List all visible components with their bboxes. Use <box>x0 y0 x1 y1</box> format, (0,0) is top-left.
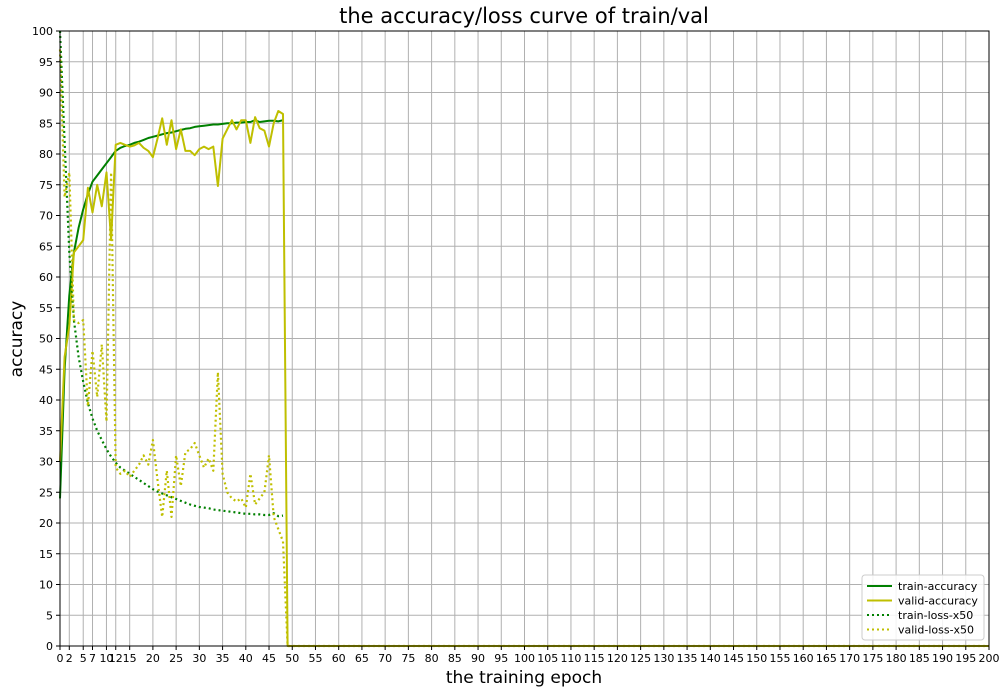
x-tick-label: 105 <box>537 652 558 665</box>
y-tick-label: 100 <box>32 25 53 38</box>
x-tick-label: 50 <box>285 652 299 665</box>
y-tick-label: 15 <box>39 548 53 561</box>
x-axis-label: the training epoch <box>446 668 602 688</box>
y-axis-label: accuracy <box>7 301 27 378</box>
x-tick-label: 150 <box>746 652 767 665</box>
x-tick-label: 90 <box>471 652 485 665</box>
x-tick-label: 95 <box>494 652 508 665</box>
y-tick-label: 90 <box>39 87 53 100</box>
x-tick-label: 175 <box>862 652 883 665</box>
x-tick-label: 70 <box>378 652 392 665</box>
x-tick-label: 10 <box>99 652 113 665</box>
y-tick-label: 75 <box>39 179 53 192</box>
x-tick-label: 160 <box>793 652 814 665</box>
x-tick-label: 100 <box>514 652 535 665</box>
x-tick-label: 195 <box>955 652 976 665</box>
x-tick-label: 55 <box>308 652 322 665</box>
x-tick-label: 180 <box>886 652 907 665</box>
x-tick-label: 135 <box>677 652 698 665</box>
x-tick-label: 145 <box>723 652 744 665</box>
y-tick-label: 0 <box>46 640 53 653</box>
series-line-valid-accuracy <box>59 110 989 647</box>
legend-label-valid-accuracy: valid-accuracy <box>898 595 978 608</box>
chart-title: the accuracy/loss curve of train/val <box>339 4 709 28</box>
y-tick-label: 70 <box>39 210 53 223</box>
y-tick-label: 55 <box>39 302 53 315</box>
x-tick-label: 12 <box>109 652 123 665</box>
x-tick-label: 30 <box>192 652 206 665</box>
x-tick-label: 120 <box>607 652 628 665</box>
y-tick-label: 5 <box>46 609 53 622</box>
y-tick-label: 30 <box>39 456 53 469</box>
x-tick-label: 80 <box>425 652 439 665</box>
x-tick-label: 200 <box>979 652 1000 665</box>
axes <box>56 30 990 650</box>
x-tick-label: 75 <box>401 652 415 665</box>
y-tick-label: 60 <box>39 271 53 284</box>
x-tick-label: 35 <box>216 652 230 665</box>
y-tick-label: 85 <box>39 117 53 130</box>
legend: train-accuracy valid-accuracytrain-loss-x… <box>861 574 985 641</box>
x-tick-label: 125 <box>630 652 651 665</box>
x-tick-label: 190 <box>932 652 953 665</box>
y-tick-label: 10 <box>39 579 53 592</box>
y-tick-label: 80 <box>39 148 53 161</box>
y-tick-label: 25 <box>39 486 53 499</box>
x-tick-label: 20 <box>146 652 160 665</box>
series-line-valid-loss-x50 <box>58 49 989 648</box>
x-tick-label: 140 <box>700 652 721 665</box>
x-tick-label: 0 <box>57 652 64 665</box>
y-tick-label: 50 <box>39 333 53 346</box>
x-tick-label: 185 <box>909 652 930 665</box>
x-tick-label: 115 <box>584 652 605 665</box>
x-tick-label: 40 <box>239 652 253 665</box>
x-tick-label: 65 <box>355 652 369 665</box>
y-tick-label: 95 <box>39 56 53 69</box>
y-tick-label: 40 <box>39 394 53 407</box>
series-line-train-loss-x50 <box>58 30 284 518</box>
x-tick-label: 60 <box>332 652 346 665</box>
x-tick-label: 7 <box>89 652 96 665</box>
x-tick-label: 130 <box>653 652 674 665</box>
x-tick-label: 25 <box>169 652 183 665</box>
legend-label-train-loss-x50: train-loss-x50 <box>898 609 973 622</box>
y-tick-label: 20 <box>39 517 53 530</box>
x-tick-label: 5 <box>80 652 87 665</box>
x-tick-label: 2 <box>66 652 73 665</box>
y-tick-label: 35 <box>39 425 53 438</box>
grid <box>59 30 990 647</box>
x-tick-label: 45 <box>262 652 276 665</box>
y-tick-labels: 0 5 10 15 20 25 30 35 40 45 50 55 60 65 70 75 80 85 90 95 10… <box>32 25 53 653</box>
x-tick-label: 15 <box>123 652 137 665</box>
legend-label-train-accuracy: train-accuracy <box>898 580 978 593</box>
plot-frame <box>59 30 990 647</box>
x-tick-label: 155 <box>769 652 790 665</box>
x-tick-label: 170 <box>839 652 860 665</box>
legend-box <box>861 574 985 641</box>
x-tick-label: 165 <box>816 652 837 665</box>
y-tick-label: 45 <box>39 363 53 376</box>
y-tick-label: 65 <box>39 240 53 253</box>
x-tick-label: 110 <box>560 652 581 665</box>
series-group <box>58 30 989 648</box>
x-tick-label: 85 <box>448 652 462 665</box>
legend-label-valid-loss-x50: valid-loss-x50 <box>898 624 974 637</box>
